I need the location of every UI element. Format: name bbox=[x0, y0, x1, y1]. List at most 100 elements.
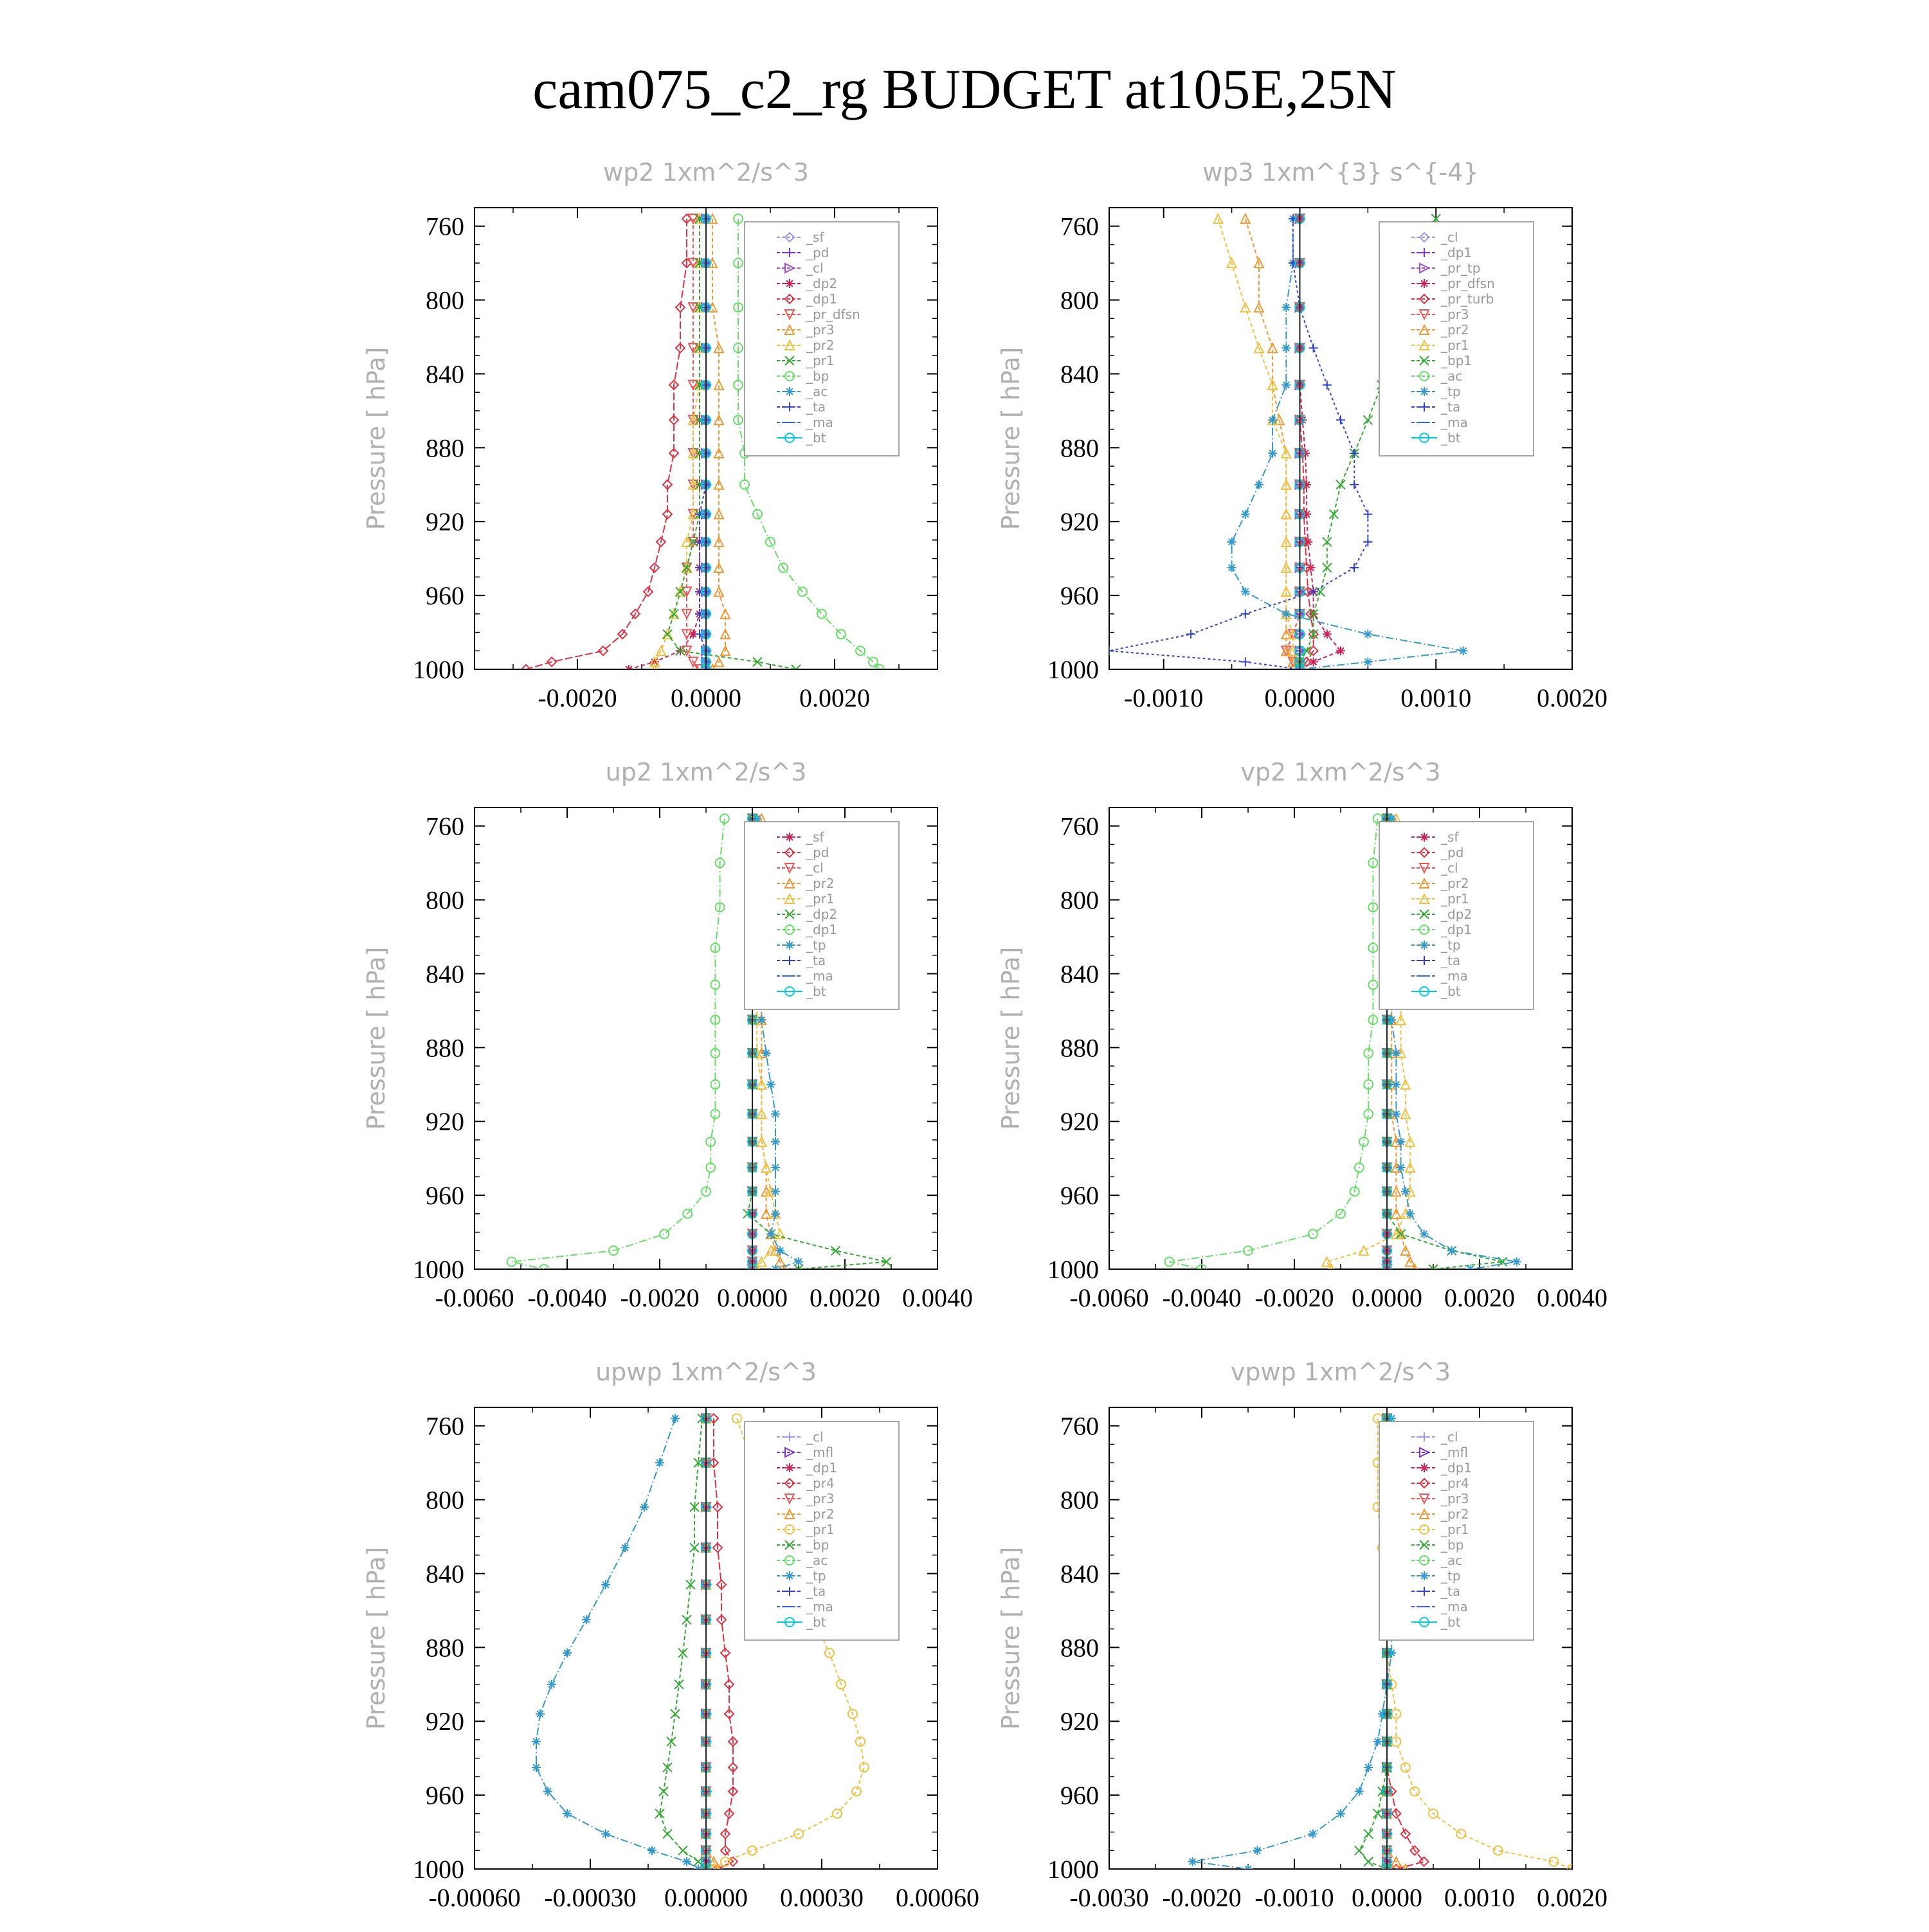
legend-marker bbox=[1419, 356, 1429, 366]
data-point-bp bbox=[693, 1458, 703, 1468]
data-point-pr1 bbox=[1280, 447, 1292, 458]
y-tick-label: 840 bbox=[426, 359, 464, 388]
legend: _sf_pd_cl_pr2_pr1_dp2_dp1_tp_ta_ma_bt bbox=[744, 821, 900, 1010]
x-tick-label: 0.0020 bbox=[1537, 683, 1608, 712]
data-point-pr2 bbox=[1267, 342, 1278, 354]
data-point-pr2 bbox=[655, 645, 667, 656]
data-point-pr1 bbox=[1280, 561, 1292, 573]
data-point-tp bbox=[1240, 587, 1250, 597]
data-point-tp bbox=[1254, 480, 1263, 489]
data-point-tp bbox=[761, 1048, 771, 1058]
panel-title: wp3 1xm^{3} s^{-4} bbox=[1202, 158, 1478, 186]
data-point-bp bbox=[655, 1809, 665, 1819]
legend-entry: _cl bbox=[806, 260, 824, 276]
legend-marker bbox=[1420, 279, 1429, 288]
legend-entry: _ma bbox=[1440, 968, 1468, 984]
legend-marker bbox=[785, 402, 794, 411]
y-tick-label: 920 bbox=[1060, 507, 1099, 536]
legend-entry: _sf bbox=[806, 230, 824, 245]
series-line-bp bbox=[738, 219, 880, 669]
legend-entry: _pr1 bbox=[1440, 891, 1469, 907]
data-point-dp1 bbox=[1363, 1079, 1374, 1090]
data-point-dp1 bbox=[710, 1108, 721, 1119]
data-point-pr2 bbox=[681, 561, 693, 573]
y-tick-label: 760 bbox=[426, 1412, 464, 1441]
data-point-dp1 bbox=[701, 1186, 711, 1197]
legend-marker bbox=[784, 986, 795, 997]
x-tick-label: -0.00060 bbox=[428, 1883, 520, 1912]
legend-marker bbox=[1418, 323, 1430, 335]
legend-entry: _ac bbox=[1440, 368, 1462, 384]
legend-marker bbox=[784, 339, 795, 350]
data-point-ta bbox=[1350, 480, 1359, 489]
legend-entry: _bp bbox=[1440, 1537, 1463, 1553]
data-point-pr1 bbox=[709, 1864, 719, 1869]
legend: _sf_pd_cl_dp2_dp1_pr_dfsn_pr3_pr2_pr1_bp… bbox=[744, 221, 900, 456]
data-point-pr2 bbox=[649, 656, 660, 667]
legend-marker bbox=[785, 1587, 794, 1596]
data-point-tp bbox=[794, 1257, 803, 1267]
legend-marker bbox=[1420, 387, 1429, 396]
data-point-dp2 bbox=[1428, 1264, 1438, 1269]
y-tick-label: 960 bbox=[426, 1781, 464, 1810]
legend-entry: _bt bbox=[806, 1614, 826, 1630]
data-point-pr4 bbox=[720, 1845, 731, 1856]
series-line-pr4 bbox=[713, 1418, 734, 1869]
y-tick-label: 960 bbox=[1060, 1181, 1099, 1210]
legend-marker bbox=[1418, 1494, 1430, 1505]
data-point-pr_dfsn bbox=[687, 302, 699, 314]
legend-marker bbox=[784, 1447, 796, 1458]
legend-marker bbox=[785, 1432, 794, 1441]
data-point-bp bbox=[733, 302, 743, 313]
data-point-tp bbox=[1419, 1229, 1429, 1239]
legend-marker bbox=[1419, 909, 1429, 919]
data-point-pr1 bbox=[1240, 301, 1251, 313]
data-point-pr1 bbox=[720, 1856, 730, 1867]
legend-marker bbox=[1418, 863, 1430, 874]
legend-entry: _pr2 bbox=[806, 876, 835, 891]
data-point-tp bbox=[547, 1679, 556, 1689]
legend-entry: _bp1 bbox=[1440, 353, 1472, 368]
data-point-tp bbox=[1391, 1109, 1401, 1119]
legend-marker bbox=[784, 293, 795, 305]
data-point-pr_dfsn bbox=[687, 258, 699, 269]
data-point-tp bbox=[532, 1737, 541, 1746]
data-point-pr2 bbox=[687, 478, 699, 490]
data-point-dp1 bbox=[520, 664, 532, 669]
legend-marker bbox=[784, 892, 795, 904]
data-point-dp1 bbox=[617, 629, 628, 640]
legend-entry: _pr2 bbox=[1440, 322, 1469, 338]
legend-marker bbox=[784, 1617, 795, 1627]
legend-entry: _cl bbox=[1440, 230, 1458, 245]
legend-box bbox=[744, 1421, 900, 1641]
data-point-pr2 bbox=[774, 1256, 786, 1267]
legend-entry: _ma bbox=[806, 968, 833, 984]
legend-marker bbox=[784, 1540, 795, 1550]
data-point-dp1 bbox=[714, 902, 725, 913]
y-tick-label: 960 bbox=[1060, 581, 1099, 610]
legend: _sf_pd_cl_pr2_pr1_dp2_dp1_tp_ta_ma_bt bbox=[1379, 821, 1534, 1010]
series-line-ta bbox=[699, 219, 707, 669]
data-point-pr_dfsn bbox=[687, 343, 699, 354]
legend-entry: _sf bbox=[1440, 829, 1459, 845]
legend-entry: _pr2 bbox=[806, 1506, 835, 1522]
data-point-bp bbox=[733, 343, 743, 354]
x-tick-label: 0.0010 bbox=[1400, 683, 1471, 712]
legend-marker bbox=[1419, 1524, 1429, 1535]
data-point-tp bbox=[1364, 1763, 1373, 1773]
legend-marker bbox=[784, 323, 795, 335]
data-point-pr1 bbox=[675, 586, 685, 597]
legend-marker bbox=[785, 956, 794, 965]
data-point-pr3 bbox=[720, 645, 731, 656]
data-point-tp bbox=[1268, 448, 1278, 458]
data-point-pr3 bbox=[713, 508, 725, 519]
legend-entry: _cl bbox=[806, 1429, 824, 1445]
data-point-pr1 bbox=[1267, 379, 1278, 390]
legend-box bbox=[744, 221, 900, 456]
data-point-ta bbox=[1350, 448, 1359, 458]
data-point-tp bbox=[771, 1209, 780, 1218]
legend-entry: _ac bbox=[806, 1553, 828, 1568]
data-point-tp bbox=[1281, 303, 1291, 312]
